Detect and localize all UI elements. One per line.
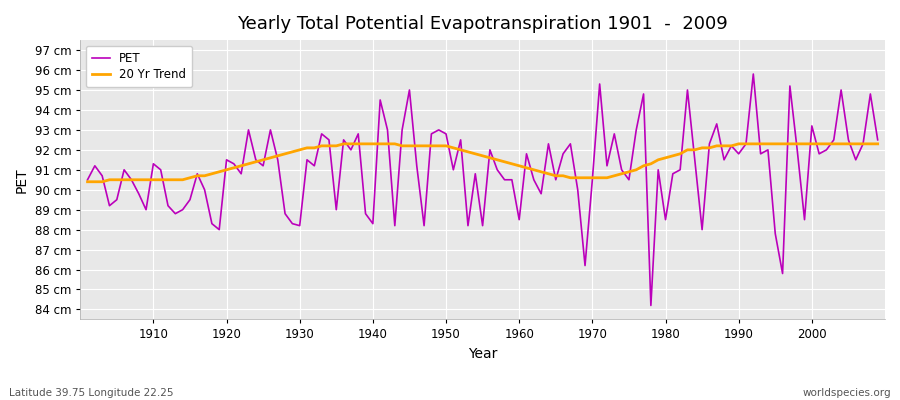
Line: PET: PET [87,74,878,306]
Text: worldspecies.org: worldspecies.org [803,388,891,398]
PET [748,72,759,76]
20 Yr Trend [82,179,93,184]
X-axis label: Year: Year [468,347,498,361]
PET [302,158,312,162]
20 Yr Trend [521,165,532,170]
PET [601,163,612,168]
Text: Latitude 39.75 Longitude 22.25: Latitude 39.75 Longitude 22.25 [9,388,174,398]
20 Yr Trend [514,163,525,168]
Line: 20 Yr Trend: 20 Yr Trend [87,144,878,182]
PET [82,177,93,182]
20 Yr Trend [302,146,312,150]
PET [507,177,517,182]
20 Yr Trend [872,142,883,146]
Legend: PET, 20 Yr Trend: PET, 20 Yr Trend [86,46,192,87]
PET [346,148,356,152]
PET [140,207,151,212]
Y-axis label: PET: PET [15,167,29,192]
PET [872,138,883,142]
20 Yr Trend [353,142,364,146]
PET [645,303,656,308]
Title: Yearly Total Potential Evapotranspiration 1901  -  2009: Yearly Total Potential Evapotranspiratio… [238,15,728,33]
PET [514,217,525,222]
20 Yr Trend [609,173,620,178]
20 Yr Trend [140,177,151,182]
20 Yr Trend [338,142,349,146]
